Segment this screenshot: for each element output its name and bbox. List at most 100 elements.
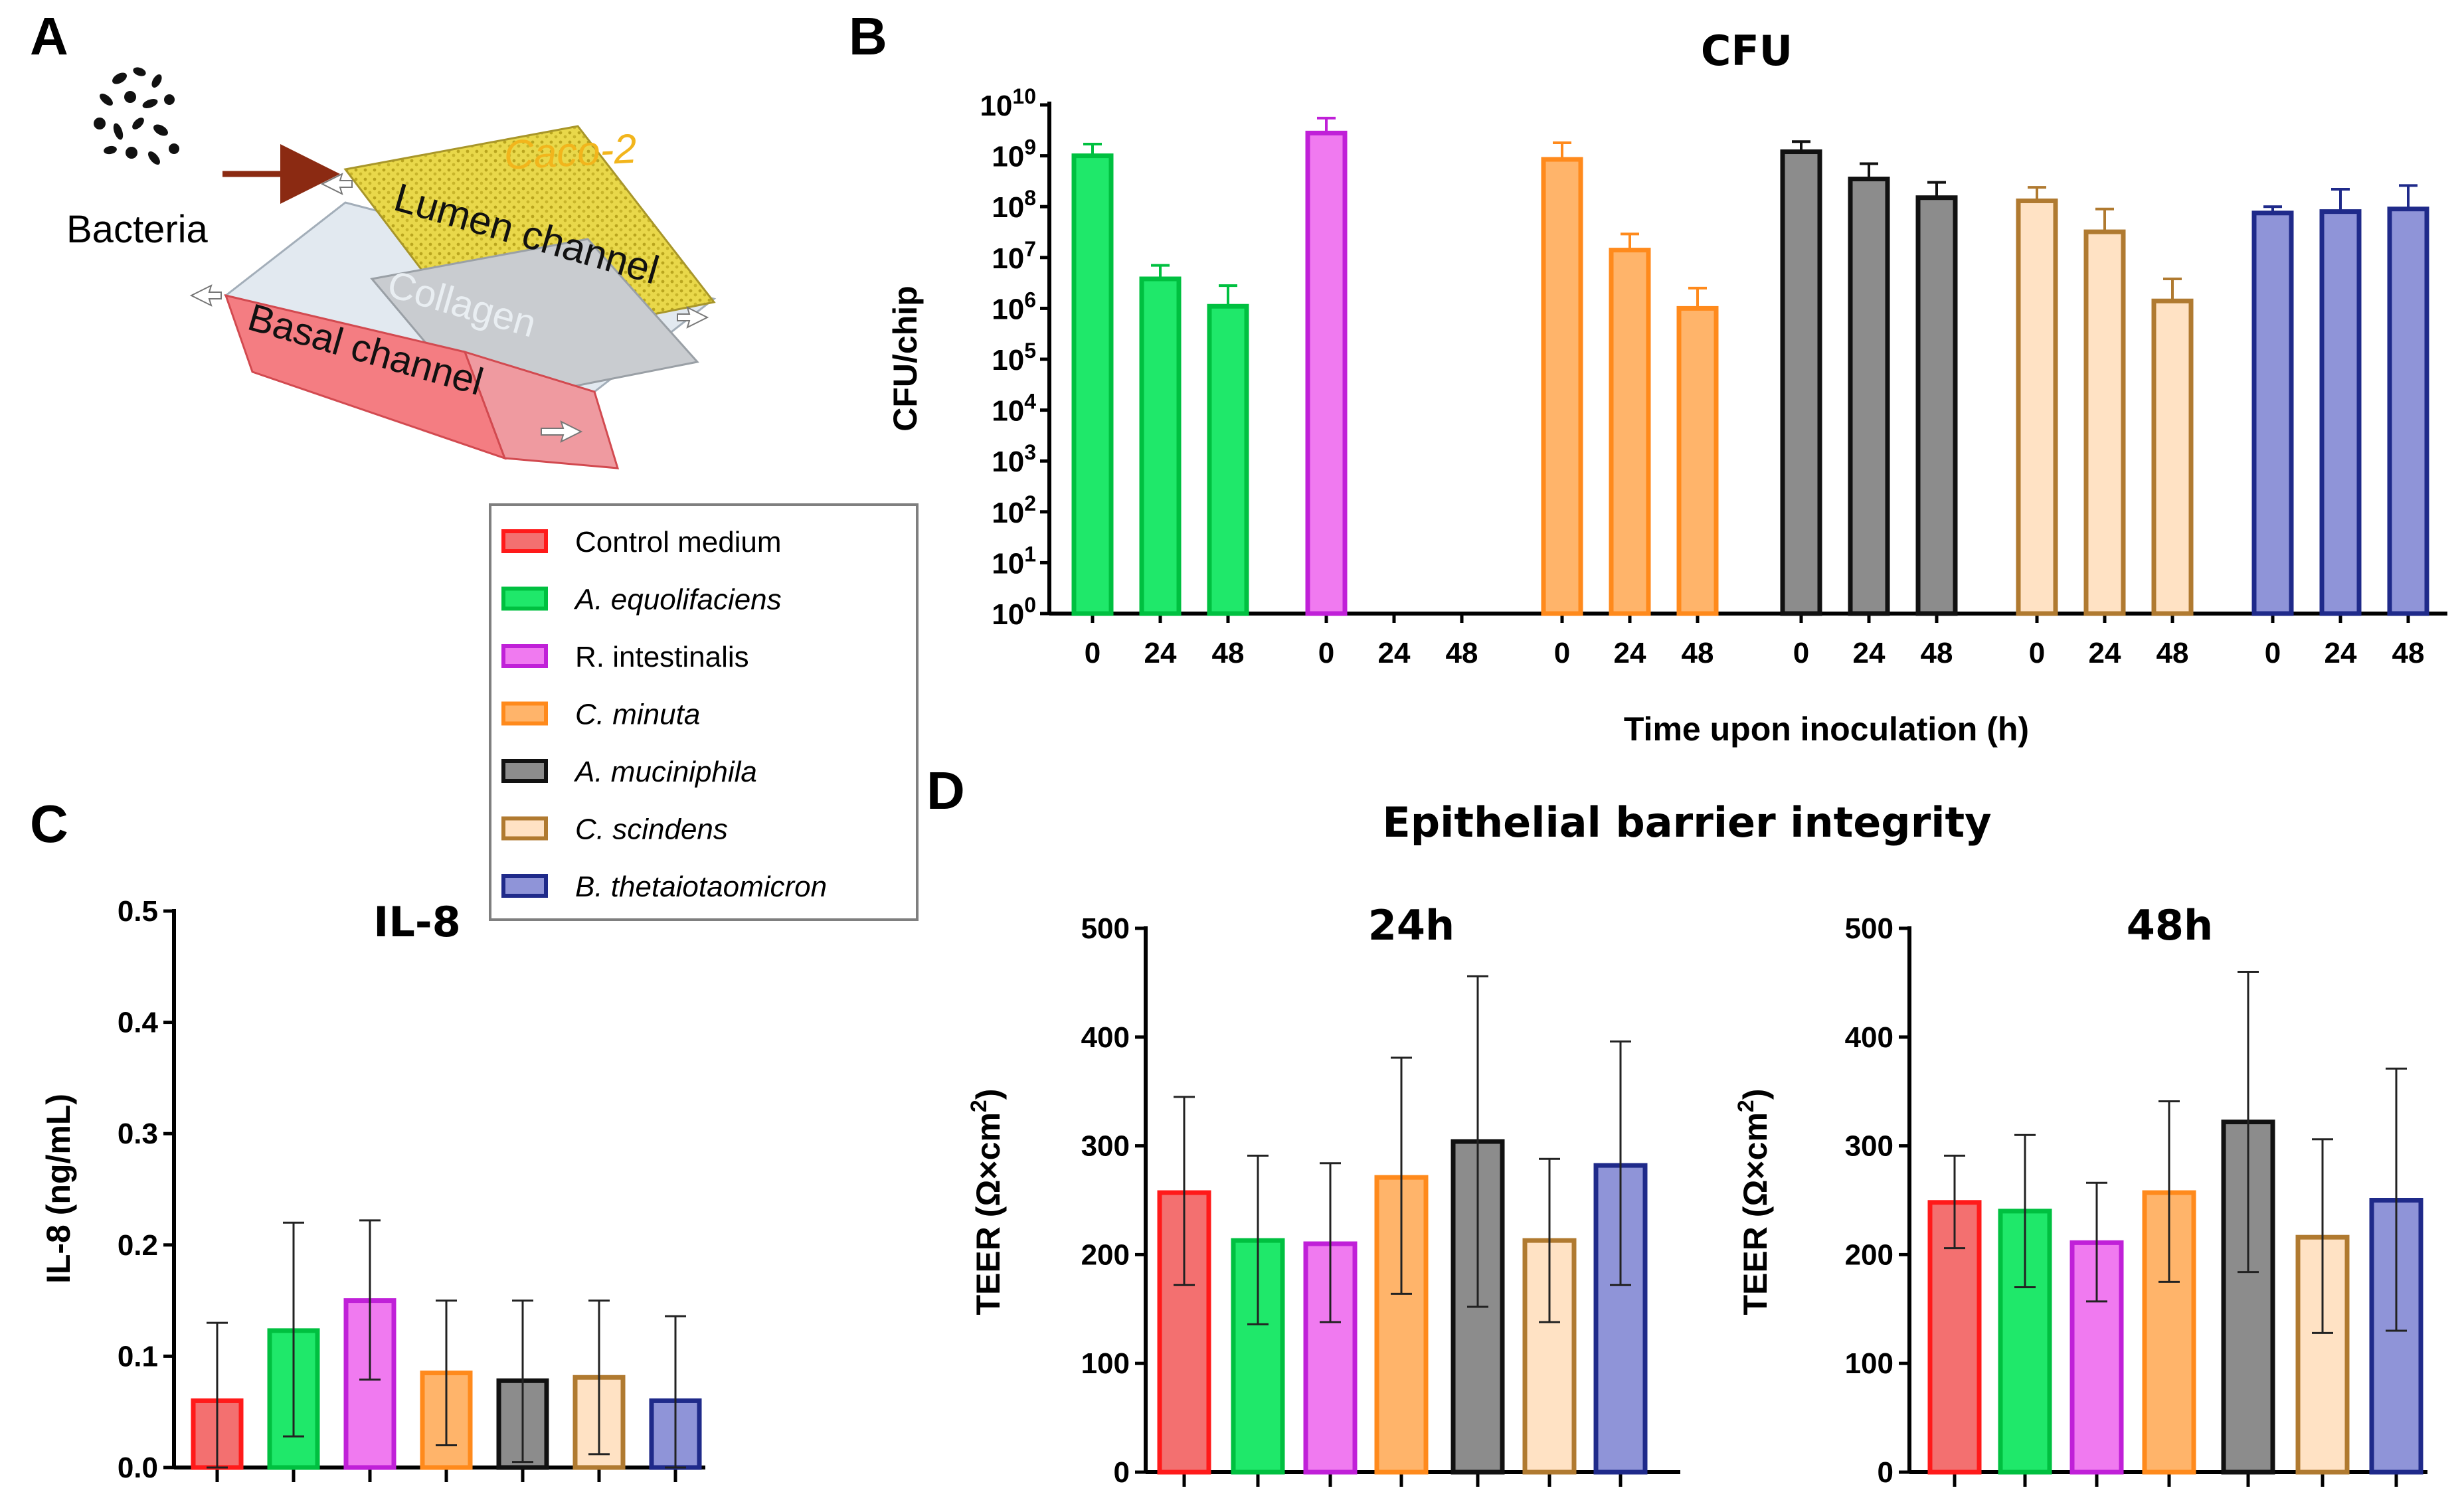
cfu-bar <box>2319 209 2362 616</box>
cfu-bar <box>1848 177 1890 616</box>
teer-24h-chart: Epithelial barrier integrity 24h TEER (Ω×c… <box>966 798 1992 1489</box>
cfu-bar <box>1139 276 1182 616</box>
ytick-label: 0.2 <box>118 1229 158 1262</box>
cfu-ytick-label: 107 <box>992 237 1036 275</box>
cfu-xtick-label: 48 <box>2156 637 2189 669</box>
cfu-xtick-label: 24 <box>2089 637 2121 669</box>
ytick-label: 200 <box>1081 1238 1130 1271</box>
legend-box <box>489 503 919 921</box>
panel-label-a: A <box>30 7 68 66</box>
ytick-label: 0.0 <box>118 1452 158 1484</box>
bar <box>1374 1175 1429 1475</box>
ytick-label: 100 <box>1845 1347 1893 1380</box>
cfu-bar <box>2387 207 2429 616</box>
cfu-ytick-label: 105 <box>992 339 1036 377</box>
ytick-label: 0.5 <box>118 895 158 928</box>
chart-ylabel: IL-8 (ng/mL) <box>40 1094 77 1284</box>
cfu-xtick-label: 0 <box>1793 637 1809 669</box>
legend-label: Control medium <box>575 526 782 558</box>
ytick-label: 0.4 <box>118 1007 159 1039</box>
legend-swatch <box>501 759 548 783</box>
bacteria-icon <box>94 67 179 165</box>
cfu-xtick-label: 48 <box>1446 637 1478 669</box>
cfu-ytick-label: 108 <box>992 186 1036 224</box>
cfu-xtick-label: 0 <box>2029 637 2045 669</box>
bacteria-label: Bacteria <box>66 208 209 251</box>
cfu-bar <box>1780 149 1822 616</box>
cfu-bar <box>2016 198 2058 616</box>
cfu-ytick-label: 100 <box>992 593 1036 631</box>
ytick-label: 300 <box>1081 1130 1130 1163</box>
cfu-xtick-label: 24 <box>1144 637 1177 669</box>
chart-title: 48h <box>2127 901 2213 950</box>
ytick-label: 0 <box>1114 1456 1130 1489</box>
cfu-ytick-label: 104 <box>992 390 1036 428</box>
ytick-label: 200 <box>1845 1238 1893 1271</box>
cfu-ylabel: CFU/chip <box>887 286 924 431</box>
panel-label-c: C <box>30 794 68 853</box>
legend-swatch <box>501 529 548 553</box>
cfu-title: CFU <box>1701 27 1793 75</box>
cfu-ytick-label: 1010 <box>980 84 1036 122</box>
cfu-bar <box>2251 210 2294 616</box>
teer-suptitle: Epithelial barrier integrity <box>1382 798 1991 847</box>
cfu-xtick-label: 0 <box>1318 637 1334 669</box>
cfu-xtick-label: 48 <box>2392 637 2425 669</box>
cfu-bar <box>1541 157 1583 616</box>
cfu-xtick-label: 48 <box>1212 637 1245 669</box>
cfu-bar <box>2083 229 2126 616</box>
legend-label: B. thetaiotaomicron <box>575 871 827 903</box>
cfu-xtick-label: 48 <box>1921 637 1953 669</box>
ytick-label: 400 <box>1845 1021 1893 1054</box>
teer-48h-chart: 48h TEER (Ω×cm2) 0 100 200 300 400 500 <box>1733 901 2427 1489</box>
cfu-bar <box>1071 153 1114 616</box>
ytick-label: 0.3 <box>118 1118 158 1150</box>
cfu-bar <box>2151 298 2194 616</box>
chart-title: 24h <box>1368 901 1454 950</box>
cfu-xtick-label: 0 <box>1085 637 1100 669</box>
chart-ylabel: TEER (Ω×cm2) <box>1733 1088 1774 1315</box>
cfu-xtick-label: 24 <box>2325 637 2357 669</box>
cfu-xtick-label: 24 <box>1614 637 1646 669</box>
cfu-bar <box>1207 303 1249 616</box>
cfu-xtick-label: 48 <box>1682 637 1714 669</box>
cfu-xlabel: Time upon inoculation (h) <box>1624 711 2029 748</box>
legend: Control medium A. equolifaciens R. intesti… <box>489 503 919 921</box>
panel-label-d: D <box>926 761 965 820</box>
legend-label: R. intestinalis <box>575 641 749 673</box>
panel-label-b: B <box>849 7 887 66</box>
cfu-ytick-label: 102 <box>992 491 1036 529</box>
legend-swatch <box>501 644 548 668</box>
ytick-label: 0.1 <box>118 1340 158 1373</box>
chip-schematic: Bacteria Caco-2 Lumen channel Collagen B… <box>66 67 717 469</box>
chart-title: IL-8 <box>373 898 460 946</box>
il8-chart: IL-8 IL-8 (ng/mL) 0.0 0.1 0.2 0.3 0.4 0.5 <box>40 895 705 1484</box>
cfu-chart: CFU CFU/chip Time upon inoculation (h) 100 1… <box>887 27 2447 748</box>
legend-swatch <box>501 586 548 611</box>
cfu-xtick-label: 0 <box>1554 637 1570 669</box>
ytick-label: 400 <box>1081 1021 1130 1054</box>
cfu-xtick-label: 24 <box>1378 637 1411 669</box>
cfu-xtick-label: 0 <box>2265 637 2281 669</box>
legend-label: A. equolifaciens <box>573 584 782 616</box>
legend-label: C. minuta <box>575 699 700 731</box>
ytick-label: 0 <box>1878 1456 1893 1489</box>
legend-swatch <box>501 874 548 898</box>
caco2-label: Caco-2 <box>503 126 638 179</box>
cfu-ytick-label: 106 <box>992 288 1036 325</box>
ytick-label: 100 <box>1081 1347 1130 1380</box>
cfu-xtick-label: 24 <box>1853 637 1886 669</box>
ytick-label: 300 <box>1845 1130 1893 1163</box>
legend-label: C. scindens <box>575 813 728 846</box>
ytick-label: 500 <box>1845 912 1893 945</box>
legend-swatch <box>501 701 548 726</box>
cfu-bar <box>1609 248 1651 616</box>
cfu-ytick-label: 101 <box>992 542 1036 580</box>
ytick-label: 500 <box>1081 912 1130 945</box>
cfu-bar <box>1676 305 1719 616</box>
cfu-ytick-label: 103 <box>992 440 1036 478</box>
cfu-bar <box>1305 130 1348 616</box>
chart-ylabel: TEER (Ω×cm2) <box>966 1088 1007 1315</box>
legend-swatch <box>501 816 548 841</box>
